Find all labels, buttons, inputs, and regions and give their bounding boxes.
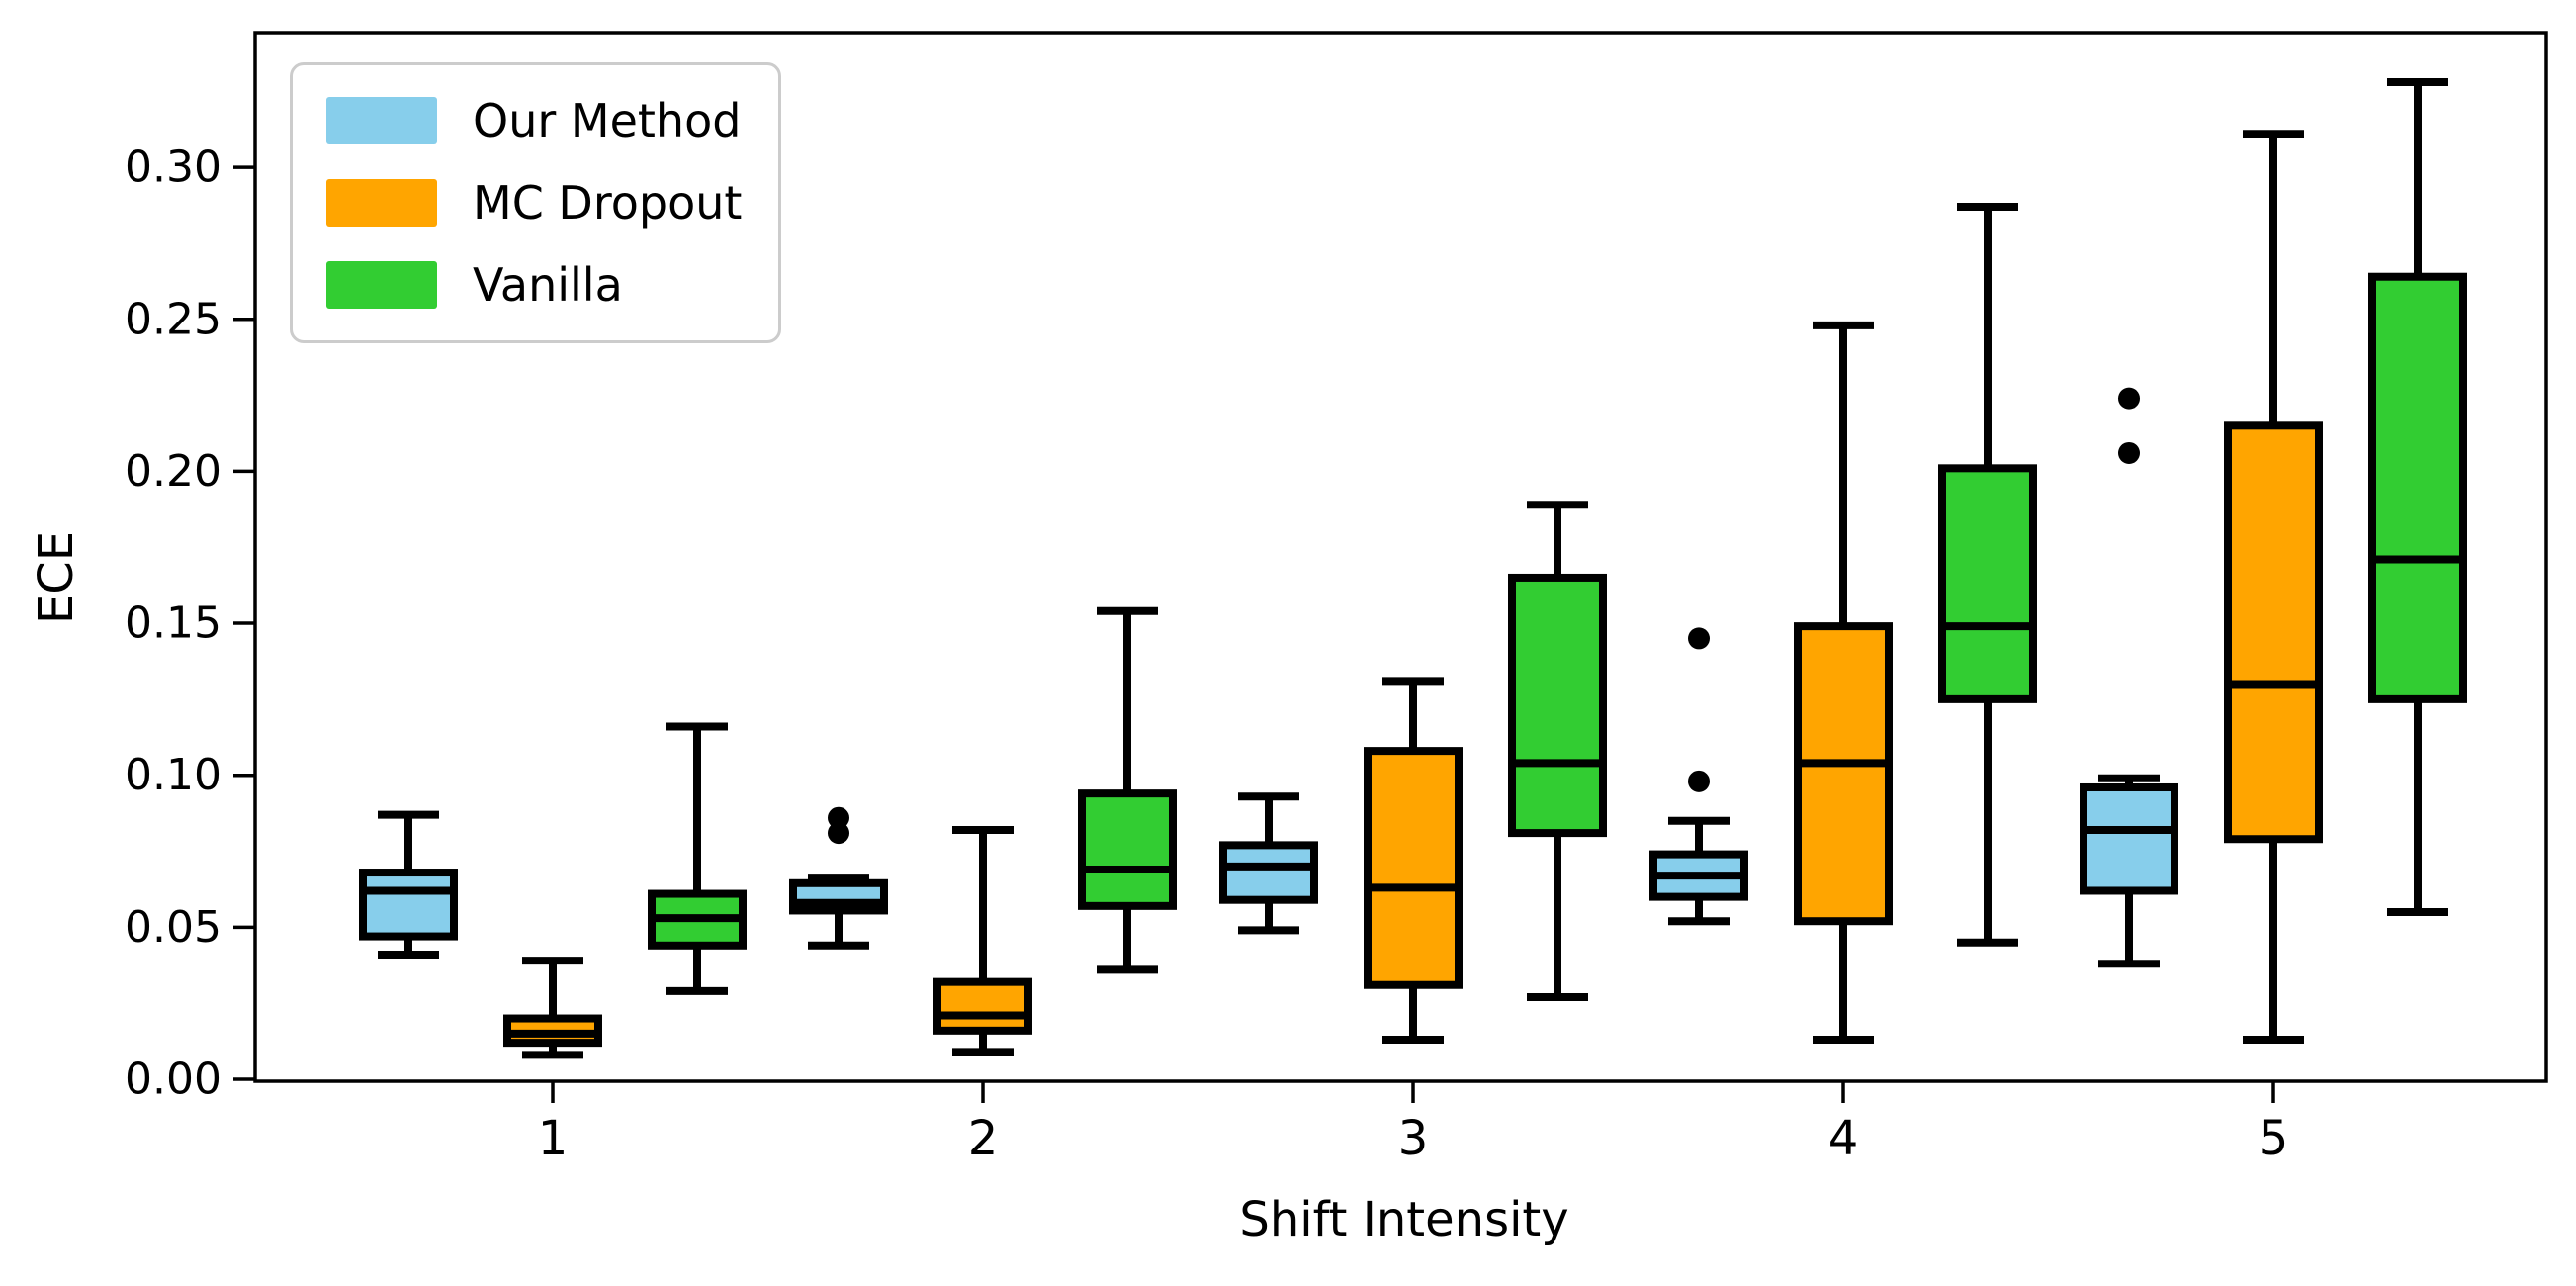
our-method-box-shift-4-outlier (1688, 770, 1710, 792)
y-tick-label: 0.05 (125, 902, 222, 953)
legend-label-mc-dropout: MC Dropout (473, 175, 743, 230)
our-method-box-shift-5 (2080, 782, 2178, 895)
mc-dropout-box-shift-4 (1794, 622, 1893, 926)
mc-dropout-box-shift-2 (933, 977, 1032, 1035)
vanilla-swatch (326, 261, 437, 310)
our-method-swatch (326, 96, 437, 144)
y-tick-label: 0.25 (125, 294, 222, 344)
mc-dropout-box-shift-3 (1364, 747, 1463, 989)
x-tick-label: 1 (538, 1111, 569, 1166)
our-method-box-shift-2-outlier (828, 822, 849, 845)
vanilla-box-shift-2 (1078, 789, 1177, 910)
legend: Our Method MC Dropout Vanilla (290, 62, 781, 343)
legend-label-our-method: Our Method (473, 93, 742, 147)
mc-dropout-swatch (326, 178, 437, 227)
y-tick-label: 0.00 (125, 1055, 222, 1105)
x-tick-label: 4 (1828, 1111, 1859, 1166)
y-tick-label: 0.30 (125, 142, 222, 193)
y-tick-label: 0.20 (125, 446, 222, 497)
x-tick-label: 2 (968, 1111, 999, 1166)
y-axis-title: ECE (29, 530, 84, 625)
legend-entry-vanilla: Vanilla (326, 258, 745, 313)
x-axis-title: Shift Intensity (1239, 1192, 1569, 1247)
plot-border (253, 31, 2548, 1083)
vanilla-box-shift-5 (2368, 272, 2467, 703)
our-method-box-shift-1 (359, 869, 458, 941)
legend-entry-mc-dropout: MC Dropout (326, 175, 745, 230)
our-method-box-shift-2-outlier (828, 806, 849, 829)
x-tick-label: 3 (1398, 1111, 1429, 1166)
vanilla-box-shift-3 (1508, 573, 1607, 838)
our-method-box-shift-3 (1219, 841, 1318, 904)
x-tick-label: 5 (2259, 1111, 2289, 1166)
our-method-box-shift-4-outlier (1688, 627, 1710, 650)
legend-entry-our-method: Our Method (326, 93, 745, 147)
legend-label-vanilla: Vanilla (473, 258, 623, 313)
vanilla-box-shift-4 (1938, 464, 2037, 703)
mc-dropout-box-shift-5 (2224, 421, 2323, 844)
our-method-box-shift-5-outlier (2118, 387, 2140, 410)
y-tick-label: 0.10 (125, 750, 222, 800)
y-tick-label: 0.15 (125, 598, 222, 649)
our-method-box-shift-5-outlier (2118, 441, 2140, 464)
